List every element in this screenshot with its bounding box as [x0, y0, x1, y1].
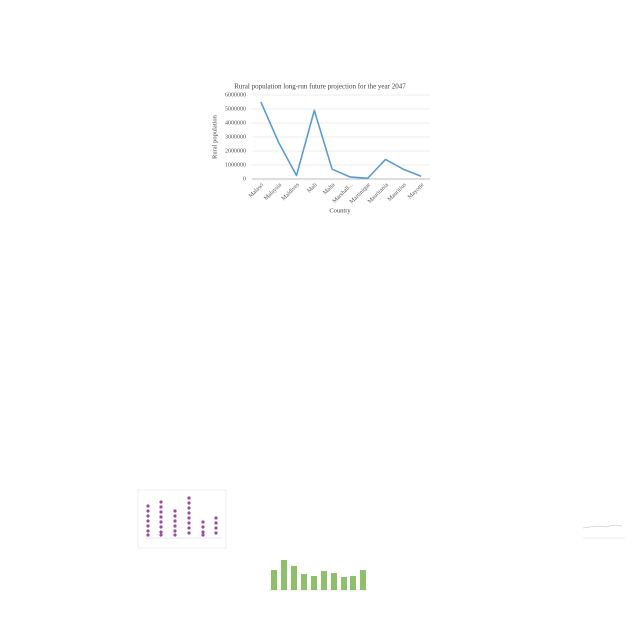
y-axis-title: Rural population: [211, 114, 218, 159]
x-tick-label: Malaysia: [263, 182, 283, 202]
x-axis-title: Country: [329, 207, 351, 214]
thumbnail-bar-chart: [268, 560, 368, 591]
x-tick-label: Mali: [306, 182, 318, 194]
x-tick-label: Maldives: [281, 182, 302, 203]
y-tick-label: 5000000: [225, 106, 246, 112]
y-tick-label: 1000000: [225, 162, 246, 168]
y-tick-label: 6000000: [225, 92, 246, 98]
x-tick-label: Malta: [322, 182, 336, 196]
x-tick-label: Mauritius: [387, 182, 408, 203]
y-tick-label: 4000000: [225, 120, 246, 126]
data-line: [260, 101, 422, 180]
y-tick-label: 3000000: [225, 134, 246, 140]
y-tick-label: 2000000: [225, 148, 246, 154]
y-tick-label: 0: [243, 176, 246, 182]
thumbnail-line-chart: [582, 524, 625, 539]
thumbnail-dot-chart: [137, 489, 227, 549]
x-tick-label: Mayotte: [407, 182, 426, 201]
chart-title: Rural population long-run future project…: [234, 83, 406, 91]
